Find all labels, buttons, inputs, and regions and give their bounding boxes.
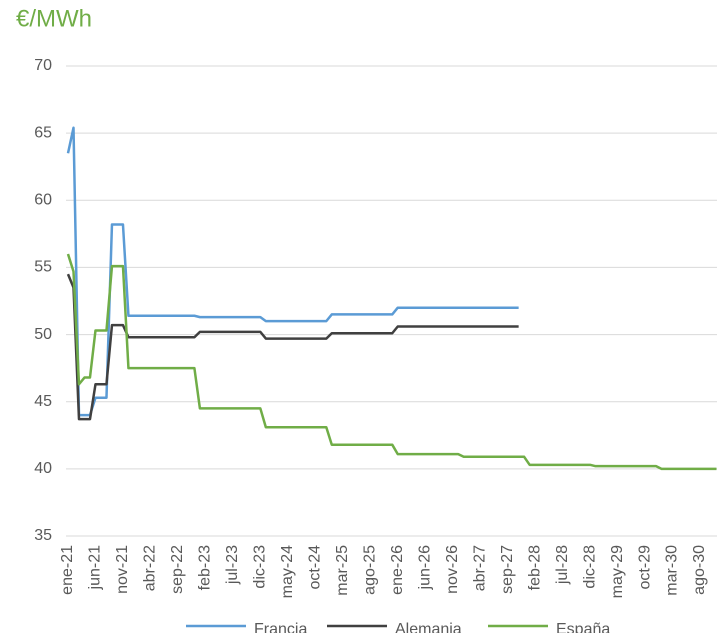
- x-tick-label: abr-22: [142, 545, 159, 591]
- legend-label: España: [556, 621, 610, 633]
- x-tick-label: oct-29: [636, 545, 653, 590]
- x-tick-label: jul-23: [224, 545, 241, 585]
- x-tick-label: feb-23: [197, 545, 214, 590]
- x-tick-label: abr-27: [471, 545, 488, 591]
- x-tick-label: mar-30: [664, 545, 681, 596]
- chart-title: €/MWh: [16, 5, 92, 32]
- x-tick-label: oct-24: [307, 545, 324, 590]
- x-tick-label: ene-21: [59, 545, 76, 595]
- x-tick-label: may-24: [279, 545, 296, 598]
- series-line: [66, 273, 519, 421]
- x-tick-label: mar-25: [334, 545, 351, 596]
- x-tick-label: nov-21: [114, 545, 131, 594]
- y-tick-label: 60: [34, 192, 52, 209]
- y-tick-label: 45: [34, 393, 52, 410]
- x-tick-label: may-29: [609, 545, 626, 598]
- y-tick-label: 35: [34, 527, 52, 544]
- x-tick-label: feb-28: [526, 545, 543, 590]
- x-tick-label: sep-22: [169, 545, 186, 594]
- x-tick-label: ago-25: [361, 545, 378, 595]
- series-line: [66, 126, 519, 417]
- x-tick-label: ene-26: [389, 545, 406, 595]
- legend-label: Alemania: [395, 621, 462, 633]
- y-tick-label: 50: [34, 326, 52, 343]
- y-tick-label: 65: [34, 124, 52, 141]
- x-tick-label: dic-23: [252, 545, 269, 589]
- x-tick-label: sep-27: [499, 545, 516, 594]
- x-tick-label: jun-26: [416, 545, 433, 591]
- x-tick-label: jul-28: [554, 545, 571, 585]
- x-tick-label: nov-26: [444, 545, 461, 594]
- y-tick-label: 70: [34, 57, 52, 74]
- x-tick-label: dic-28: [581, 545, 598, 589]
- x-tick-label: ago-30: [691, 545, 708, 595]
- x-tick-label: jun-21: [87, 545, 104, 591]
- y-tick-label: 40: [34, 460, 52, 477]
- legend-label: Francia: [254, 621, 307, 633]
- y-tick-label: 55: [34, 259, 52, 276]
- series-line: [66, 253, 717, 471]
